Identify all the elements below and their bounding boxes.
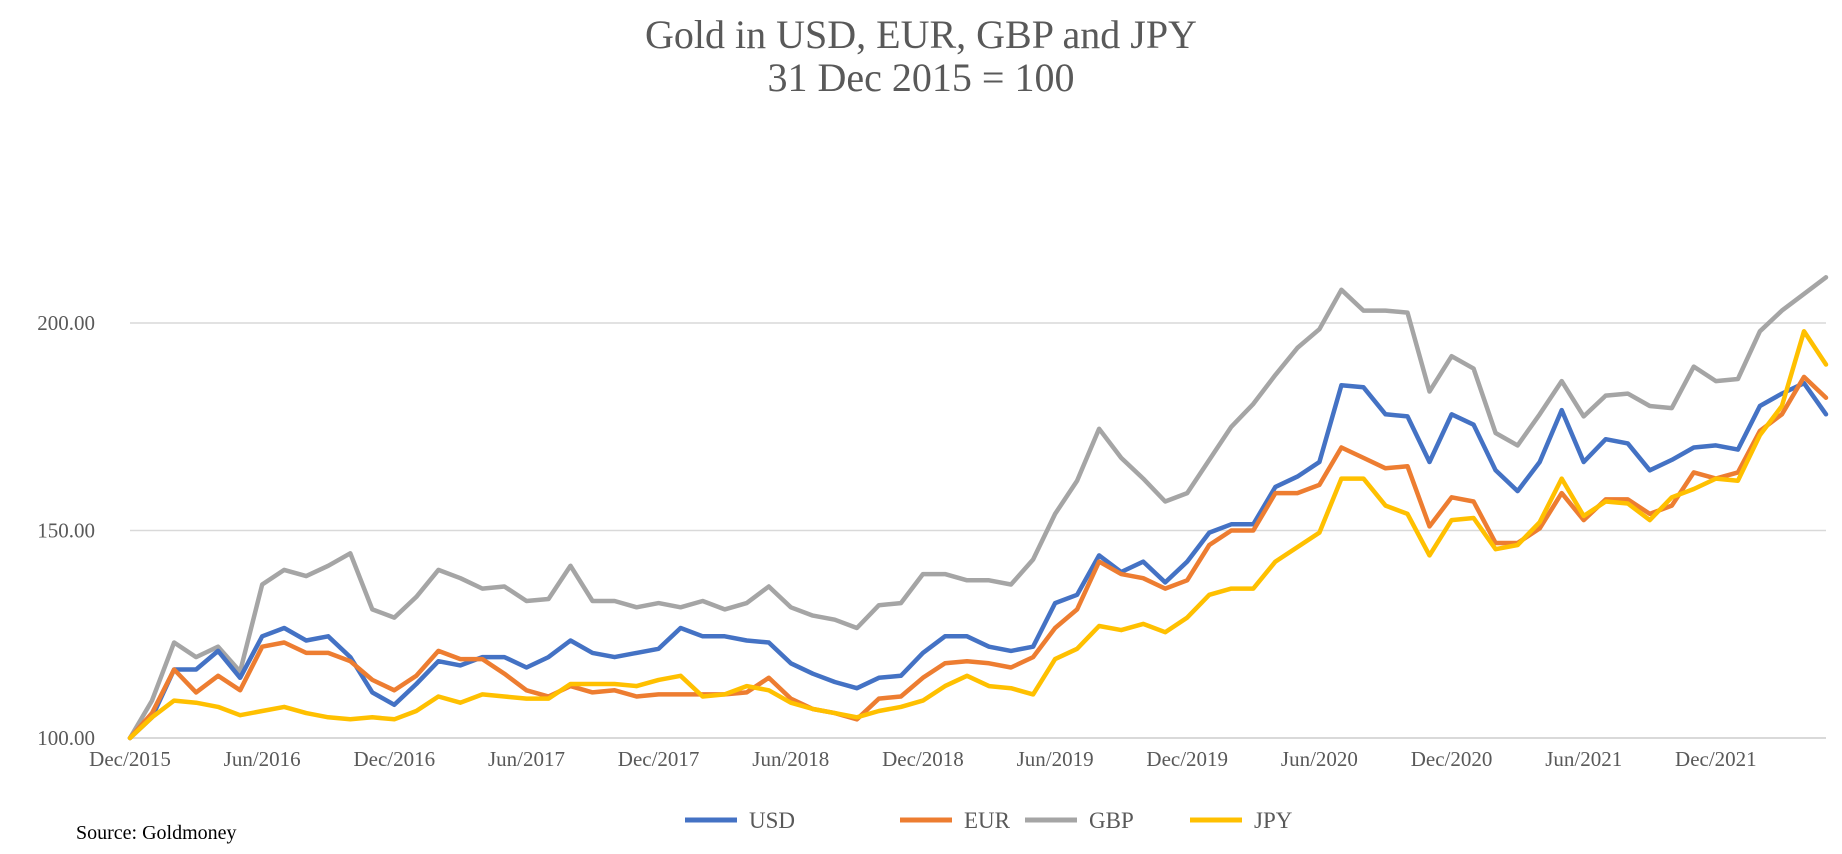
grid bbox=[130, 322, 1826, 739]
x-axis: Dec/2015 Jun/2016 Dec/2016 Jun/2017 Dec/2017… bbox=[89, 747, 1757, 771]
legend-label-usd: USD bbox=[749, 808, 795, 833]
y-tick-label: 200.00 bbox=[37, 311, 95, 335]
x-tick-label: Dec/2019 bbox=[1146, 747, 1228, 771]
source-note: Source: Goldmoney bbox=[76, 822, 237, 844]
series-line-eur bbox=[127, 374, 1829, 741]
legend: USD EUR GBP JPY bbox=[685, 808, 1293, 833]
x-tick-label: Dec/2016 bbox=[353, 747, 435, 771]
x-tick-label: Jun/2017 bbox=[488, 747, 565, 771]
series-lines bbox=[127, 275, 1829, 741]
x-tick-label: Jun/2021 bbox=[1545, 747, 1622, 771]
x-tick-label: Jun/2020 bbox=[1281, 747, 1358, 771]
legend-label-gbp: GBP bbox=[1089, 808, 1134, 833]
x-tick-label: Jun/2016 bbox=[224, 747, 301, 771]
x-tick-label: Jun/2019 bbox=[1017, 747, 1094, 771]
x-tick-label: Dec/2015 bbox=[89, 747, 171, 771]
legend-label-jpy: JPY bbox=[1254, 808, 1293, 833]
chart-title: Gold in USD, EUR, GBP and JPY bbox=[645, 12, 1197, 57]
x-tick-label: Jun/2018 bbox=[752, 747, 829, 771]
series-line-jpy bbox=[127, 329, 1829, 741]
x-tick-label: Dec/2020 bbox=[1411, 747, 1493, 771]
chart-subtitle: 31 Dec 2015 = 100 bbox=[768, 55, 1075, 100]
y-tick-label: 150.00 bbox=[37, 519, 95, 543]
legend-label-eur: EUR bbox=[964, 808, 1011, 833]
series-line-usd bbox=[127, 380, 1829, 741]
x-tick-label: Dec/2021 bbox=[1675, 747, 1757, 771]
y-axis: 100.00 150.00 200.00 bbox=[37, 311, 95, 750]
x-tick-label: Dec/2017 bbox=[618, 747, 700, 771]
x-tick-label: Dec/2018 bbox=[882, 747, 964, 771]
y-tick-label: 100.00 bbox=[37, 726, 95, 750]
series-line-gbp bbox=[127, 275, 1829, 741]
